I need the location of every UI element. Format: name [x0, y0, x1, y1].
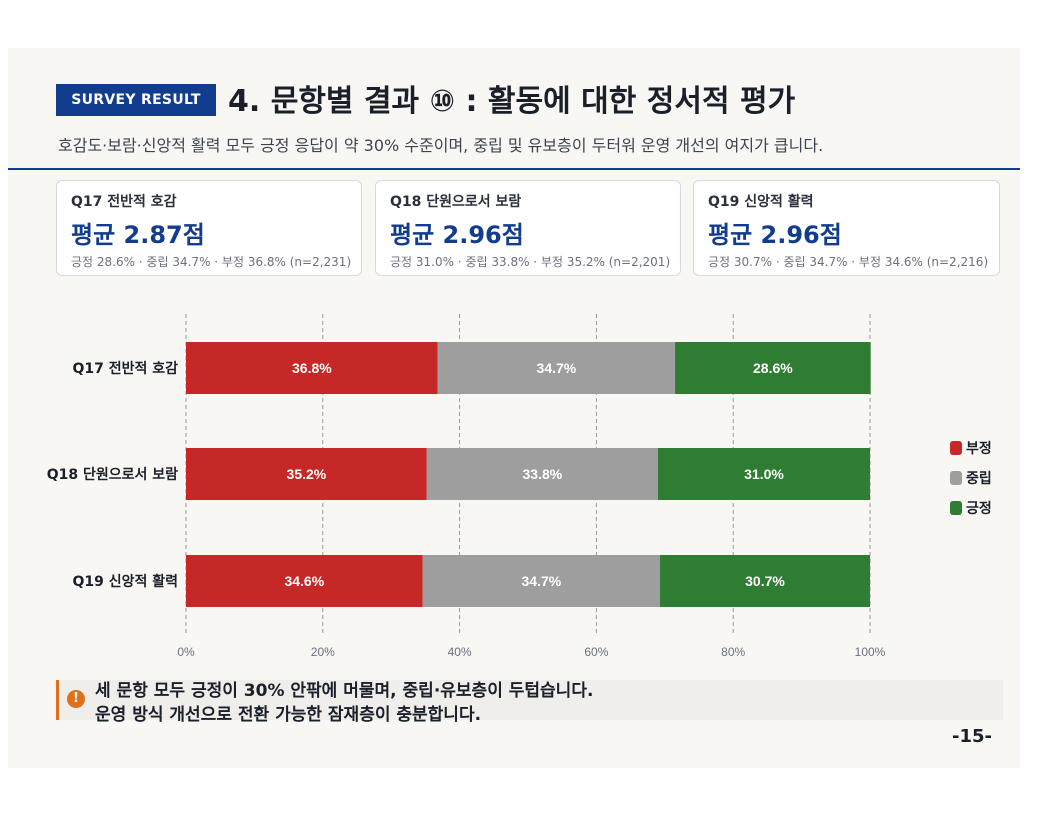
data-label: 33.8% — [523, 466, 563, 482]
bar-segment — [437, 342, 676, 394]
card-question: Q18 단원으로서 보람 — [390, 194, 522, 210]
x-tick-label: 40% — [448, 645, 472, 659]
legend-swatch — [950, 471, 962, 485]
category-label: Q17 전반적 호감 — [72, 360, 178, 377]
x-tick-label: 80% — [721, 645, 745, 659]
callout-line-2: 운영 방식 개선으로 전환 가능한 잠재층이 충분합니다. — [95, 705, 482, 725]
page-subtitle: 호감도·보람·신앙적 활력 모두 긍정 응답이 약 30% 수준이며, 중립 및… — [58, 136, 824, 155]
card-question: Q19 신앙적 활력 — [708, 194, 814, 210]
x-tick-label: 20% — [311, 645, 335, 659]
bar-segment — [186, 448, 427, 500]
card-question: Q17 전반적 호감 — [71, 194, 177, 210]
card-distribution: 긍정 28.6% · 중립 34.7% · 부정 36.8% (n=2,231) — [71, 255, 352, 269]
card-average: 평균 2.87점 — [71, 221, 205, 249]
legend-swatch — [950, 501, 962, 515]
x-tick-label: 0% — [177, 645, 195, 659]
data-label: 34.6% — [284, 573, 324, 589]
legend-label: 부정 — [966, 440, 992, 457]
data-label: 28.6% — [753, 360, 793, 376]
insight-callout: ! 세 문항 모두 긍정이 30% 안팎에 머물며, 중립·유보층이 두텁습니다… — [56, 680, 1003, 725]
bar-segment — [660, 555, 870, 607]
category-label: Q19 신앙적 활력 — [72, 573, 178, 590]
card-distribution: 긍정 30.7% · 중립 34.7% · 부정 34.6% (n=2,216) — [708, 255, 989, 269]
card-average: 평균 2.96점 — [708, 221, 842, 249]
survey-result-badge: SURVEY RESULT — [56, 84, 216, 116]
data-label: 35.2% — [287, 466, 327, 482]
page-number: -15- — [952, 726, 992, 747]
bar-segment — [186, 342, 438, 394]
data-label: 30.7% — [745, 573, 785, 589]
legend-swatch — [950, 441, 962, 455]
data-label: 31.0% — [744, 466, 784, 482]
x-tick-label: 60% — [584, 645, 608, 659]
stacked-bar-chart: 0% 20% 40% 60% 80% 100% Q17 전반적 호감 36.8% 34.7% 28… — [47, 314, 992, 659]
exclamation-icon: ! — [67, 690, 85, 708]
card-distribution: 긍정 31.0% · 중립 33.8% · 부정 35.2% (n=2,201) — [390, 255, 671, 269]
bar-segment — [657, 448, 870, 500]
bar-segment — [186, 555, 423, 607]
bar-segment — [422, 555, 661, 607]
summary-card-q18: Q18 단원으로서 보람 평균 2.96점 긍정 31.0% · 중립 33.8… — [375, 180, 681, 276]
data-label: 34.7% — [537, 360, 577, 376]
page-title: 4. 문항별 결과 ⑩ : 활동에 대한 정서적 평가 — [228, 84, 796, 119]
bar-segment — [426, 448, 658, 500]
data-label: 34.7% — [521, 573, 561, 589]
header-divider — [8, 168, 1020, 170]
x-tick-label: 100% — [855, 645, 886, 659]
bar-segment — [675, 342, 871, 394]
card-average: 평균 2.96점 — [390, 221, 524, 249]
category-label: Q18 단원으로서 보람 — [47, 466, 178, 483]
summary-card-q17: Q17 전반적 호감 평균 2.87점 긍정 28.6% · 중립 34.7% … — [56, 180, 362, 276]
legend-label: 중립 — [966, 471, 992, 487]
legend-label: 긍정 — [966, 500, 992, 517]
slide: SURVEY RESULT 4. 문항별 결과 ⑩ : 활동에 대한 정서적 평… — [8, 48, 1020, 768]
callout-line-1: 세 문항 모두 긍정이 30% 안팎에 머물며, 중립·유보층이 두텁습니다. — [95, 681, 594, 701]
summary-card-q19: Q19 신앙적 활력 평균 2.96점 긍정 30.7% · 중립 34.7% … — [693, 180, 1000, 276]
data-label: 36.8% — [292, 360, 332, 376]
